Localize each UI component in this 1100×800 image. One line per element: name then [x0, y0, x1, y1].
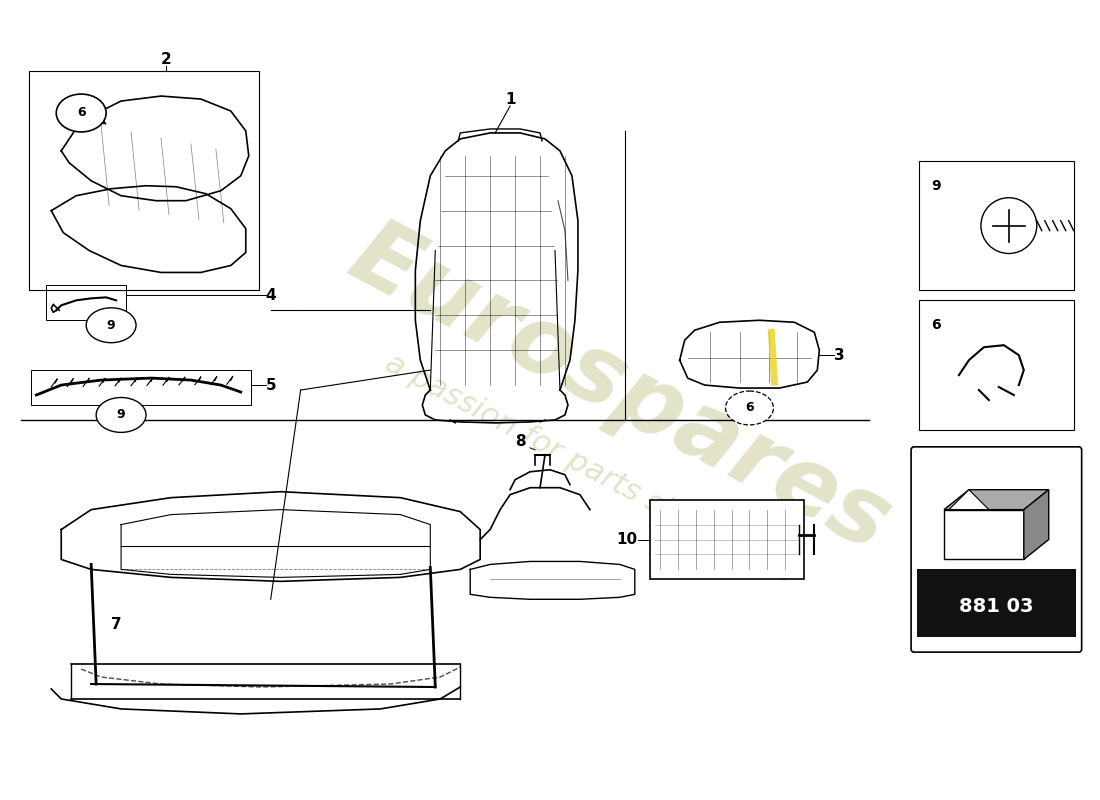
Text: 1: 1 — [505, 91, 516, 106]
Text: 5: 5 — [266, 378, 276, 393]
Ellipse shape — [96, 398, 146, 432]
Text: 4: 4 — [266, 288, 276, 303]
Text: 6: 6 — [931, 318, 940, 332]
Bar — [917, 570, 1076, 637]
Bar — [46, 286, 127, 320]
Bar — [30, 71, 258, 290]
Polygon shape — [1024, 490, 1048, 559]
Text: 881 03: 881 03 — [958, 597, 1033, 616]
Text: 9: 9 — [107, 318, 116, 332]
FancyBboxPatch shape — [911, 447, 1081, 652]
Text: 10: 10 — [617, 532, 638, 547]
Text: a passion for parts since 1985: a passion for parts since 1985 — [379, 349, 800, 590]
Polygon shape — [944, 490, 1048, 510]
Bar — [920, 300, 1074, 430]
Polygon shape — [949, 490, 989, 510]
Ellipse shape — [56, 94, 106, 132]
Bar — [31, 370, 251, 405]
Text: 2: 2 — [161, 52, 172, 66]
Text: 3: 3 — [834, 348, 845, 362]
Text: 9: 9 — [931, 178, 940, 193]
Bar — [944, 510, 1024, 559]
Bar — [650, 500, 804, 579]
Text: 7: 7 — [111, 617, 122, 632]
Ellipse shape — [86, 308, 136, 342]
Circle shape — [981, 198, 1037, 254]
Bar — [920, 161, 1074, 290]
Ellipse shape — [726, 391, 773, 425]
Text: 8: 8 — [515, 434, 526, 450]
Text: 6: 6 — [77, 106, 86, 119]
Text: Eurospares: Eurospares — [334, 209, 905, 571]
Text: 6: 6 — [745, 402, 754, 414]
Text: 9: 9 — [117, 409, 125, 422]
